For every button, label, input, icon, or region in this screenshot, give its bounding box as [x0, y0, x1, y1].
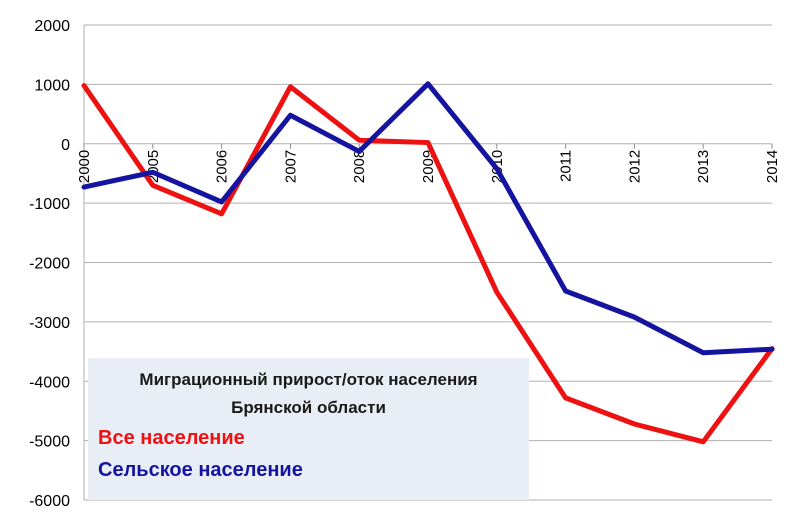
legend-entry-all-population: Все население	[98, 427, 245, 449]
legend-title-line-2: Брянской области	[231, 398, 386, 417]
y-tick-label: -6000	[29, 493, 70, 510]
series-line-all-population	[81, 83, 775, 445]
y-tick-label: 2000	[34, 18, 70, 35]
series-line-rural-population	[81, 81, 775, 356]
y-tick-label: -3000	[29, 315, 70, 332]
x-tick-label: 2014	[764, 150, 781, 183]
y-tick-label: 0	[61, 137, 70, 154]
legend: Миграционный прирост/оток населения Брян…	[88, 358, 529, 500]
x-tick-labels: 2000 2005 2006 2007 2008 2009 2010 2011 2012 2013…	[76, 150, 781, 183]
series-lines	[81, 81, 775, 445]
x-tick-label: 2012	[626, 150, 643, 183]
y-tick-label: -2000	[29, 256, 70, 273]
x-tick-label: 2013	[695, 150, 712, 183]
legend-entry-rural-population: Сельское население	[98, 459, 303, 481]
x-tick-label: 2007	[282, 150, 299, 183]
legend-title-line-1: Миграционный прирост/оток населения	[139, 370, 478, 389]
y-tick-labels: 2000 1000 0 -1000 -2000 -3000 -4000 -5000 -6000	[29, 18, 70, 510]
axes	[83, 25, 773, 500]
y-tick-label: -4000	[29, 374, 70, 391]
x-tick-label: 2008	[351, 150, 368, 183]
y-tick-label: -1000	[29, 196, 70, 213]
x-tick-label: 2000	[76, 150, 93, 183]
y-tick-label: 1000	[34, 77, 70, 94]
x-tick-label: 2006	[214, 150, 231, 183]
x-tick-label: 2011	[558, 150, 575, 182]
y-tick-label: -5000	[29, 434, 70, 451]
